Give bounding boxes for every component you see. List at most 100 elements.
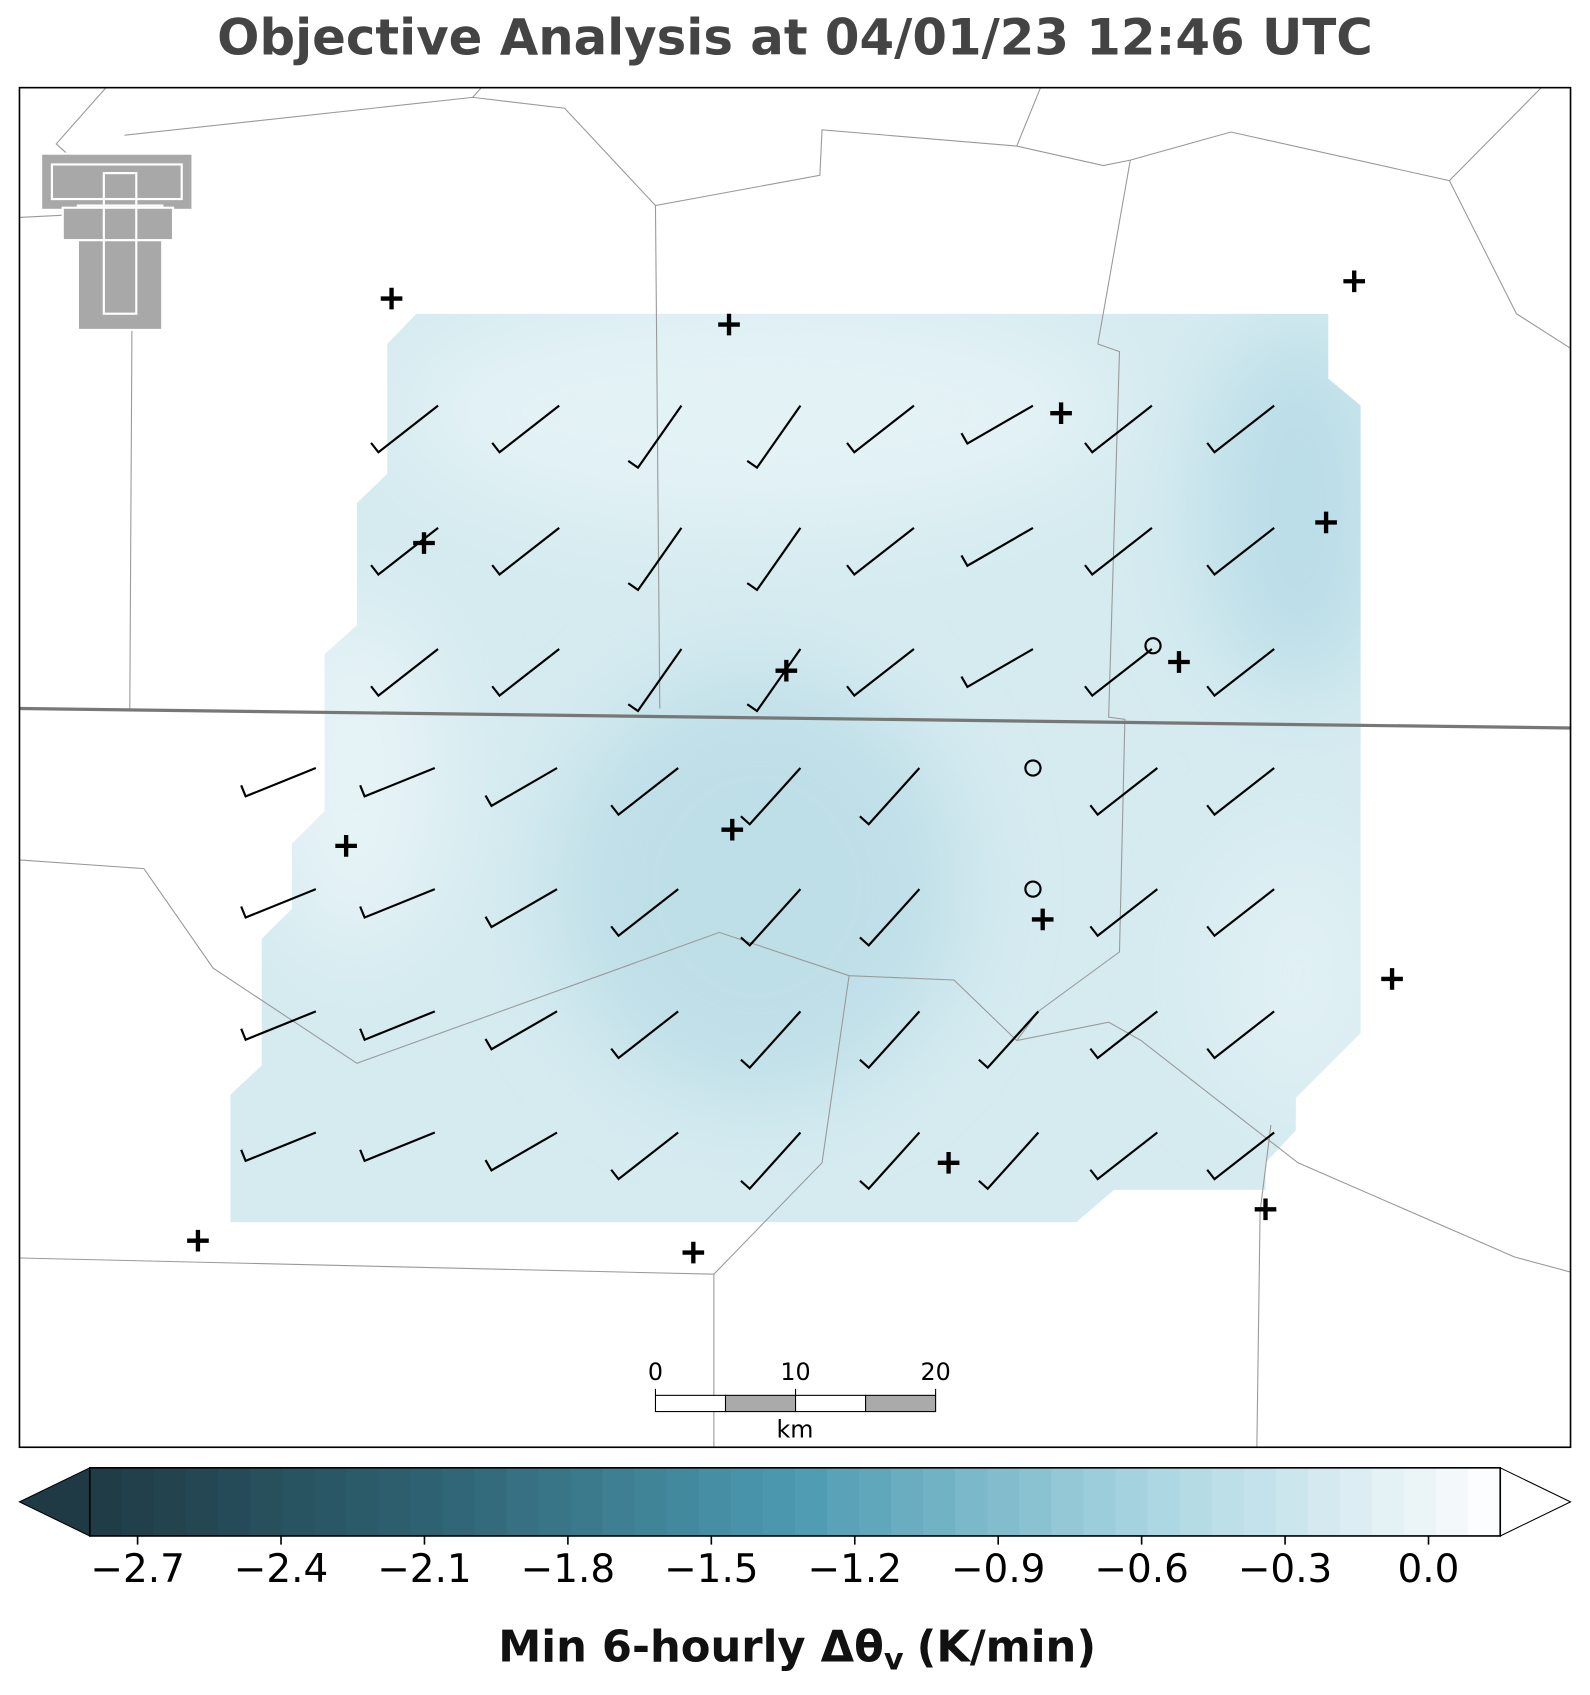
wind-barb <box>240 888 317 919</box>
station-plus <box>413 532 435 554</box>
colorbar-bin <box>474 1467 508 1536</box>
colorbar-tick-label: −2.7 <box>90 1547 185 1592</box>
station-calm <box>1144 637 1162 655</box>
wind-barb <box>1206 404 1275 454</box>
colorbar-bin <box>538 1467 572 1536</box>
colorbar-bin <box>1083 1467 1117 1536</box>
colorbar-bin <box>730 1467 764 1536</box>
wind-barb <box>627 405 683 470</box>
colorbar-tick-label: 0.0 <box>1398 1547 1460 1592</box>
colorbar-bin <box>859 1467 892 1536</box>
colorbar-bin <box>1211 1467 1245 1536</box>
wind-barb <box>484 1131 558 1172</box>
station-plus <box>1254 1198 1277 1221</box>
scale-segment <box>654 1394 727 1413</box>
scale-segment <box>795 1394 867 1413</box>
colorbar-bin <box>602 1467 636 1536</box>
colorbar-bin <box>827 1467 860 1536</box>
map-frame <box>18 86 1572 1449</box>
colorbar-bin <box>410 1467 443 1536</box>
wind-barb <box>610 767 679 817</box>
colorbar-bin <box>1147 1467 1181 1536</box>
colorbar-bin <box>1436 1467 1469 1536</box>
scale-bar: km 0 10 20 <box>648 1358 951 1443</box>
scale-unit: km <box>777 1416 814 1444</box>
colorbar-bin <box>1372 1467 1405 1536</box>
wind-barb <box>859 1131 921 1191</box>
colorbar-bin <box>121 1467 155 1536</box>
colorbar-bin <box>1179 1467 1213 1536</box>
wind-barb <box>1206 1131 1275 1181</box>
scale-label: 20 <box>920 1358 950 1386</box>
colorbar-bin <box>217 1467 251 1536</box>
wind-barb <box>978 1131 1040 1191</box>
label-main: Min 6-hourly Δθ <box>498 1622 884 1672</box>
colorbar-bin <box>1243 1467 1277 1536</box>
colorbar-tick-label: −0.3 <box>1238 1547 1333 1592</box>
wind-barb <box>846 648 915 698</box>
wind-barb <box>740 767 802 826</box>
colorbar-bin <box>282 1467 315 1536</box>
colorbar-bin <box>698 1467 732 1536</box>
label-subscript: v <box>884 1642 904 1677</box>
wind-barb <box>746 405 802 470</box>
colorbar-bin <box>987 1467 1020 1536</box>
wind-barb <box>1089 1010 1159 1060</box>
wind-barb <box>960 648 1034 689</box>
wind-barbs <box>240 404 1275 1191</box>
wind-barb <box>1206 527 1275 577</box>
colorbar-extend-high <box>1499 1466 1572 1537</box>
colorbar-bin <box>153 1467 187 1536</box>
wind-barb <box>359 1131 436 1163</box>
wind-barb <box>359 1010 436 1042</box>
colorbar-bin <box>1339 1467 1373 1536</box>
colorbar-bin <box>570 1467 604 1536</box>
wind-barb <box>1084 404 1153 454</box>
colorbar-bin <box>1019 1467 1052 1536</box>
station-plus <box>1031 908 1054 931</box>
colorbar-bin <box>666 1467 700 1536</box>
station-plus <box>718 313 740 336</box>
wind-barb <box>1084 648 1153 698</box>
wind-barb <box>484 1010 558 1051</box>
wind-barb <box>859 767 921 826</box>
colorbar-bin <box>250 1467 283 1536</box>
colorbar-bin <box>1275 1467 1309 1536</box>
wind-barb <box>359 766 436 798</box>
station-plus <box>775 659 798 682</box>
colorbar-bin <box>314 1467 347 1536</box>
wind-barb <box>1206 1010 1275 1060</box>
wind-barb <box>978 1010 1040 1070</box>
colorbar-bin <box>1404 1467 1437 1536</box>
wind-barb <box>610 1131 679 1181</box>
wind-barb <box>1089 888 1159 938</box>
wind-barb <box>859 888 921 947</box>
wind-barb <box>740 1131 802 1191</box>
scale-label: 0 <box>648 1358 663 1386</box>
station-calm <box>1024 759 1042 777</box>
colorbar-bin <box>506 1467 540 1536</box>
colorbar-bin <box>634 1467 668 1536</box>
wind-barb <box>610 1010 679 1060</box>
colorbar-tick-label: −0.9 <box>951 1547 1046 1592</box>
station-plus <box>937 1151 960 1174</box>
analysis-field <box>230 313 1361 1223</box>
title: Objective Analysis at 04/01/23 12:46 UTC <box>217 9 1373 67</box>
station-plus <box>1381 968 1403 990</box>
colorbar-bin <box>1115 1467 1149 1536</box>
wind-barb <box>846 404 915 454</box>
station-calm <box>1024 880 1042 898</box>
station-plus <box>1343 270 1366 293</box>
wind-barb <box>1206 767 1275 817</box>
wind-barb <box>1084 527 1153 577</box>
colorbar-bin <box>89 1467 123 1536</box>
station-plus <box>682 1241 705 1264</box>
colorbar-frame <box>88 1467 1502 1537</box>
station-plus <box>1315 511 1337 534</box>
wind-barb <box>240 1010 317 1042</box>
wind-barb <box>746 527 802 592</box>
wind-barb <box>240 766 317 798</box>
scale-label: 10 <box>780 1358 810 1386</box>
